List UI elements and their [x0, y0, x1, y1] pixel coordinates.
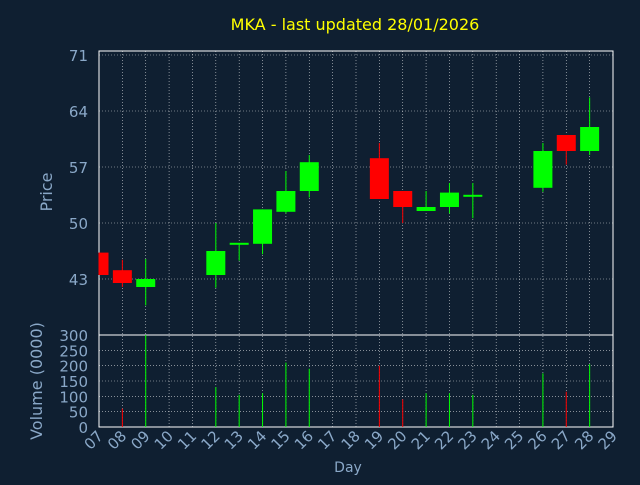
volume-tick-label: 50 — [69, 404, 88, 422]
candle-body — [112, 270, 132, 283]
x-tick-label: 16 — [291, 427, 317, 453]
x-tick-label: 26 — [525, 427, 551, 453]
x-tick-label: 25 — [501, 427, 527, 453]
candle-body — [463, 194, 483, 197]
x-tick-label: 20 — [384, 427, 410, 453]
price-tick-label: 43 — [69, 271, 88, 289]
candle-body — [229, 242, 249, 245]
candle-body — [369, 158, 389, 199]
x-tick-label: 10 — [151, 427, 177, 453]
x-tick-label: 27 — [548, 427, 574, 453]
x-tick-label: 21 — [408, 427, 434, 453]
x-tick-label: 29 — [595, 427, 621, 453]
x-tick-label: 13 — [221, 427, 247, 453]
x-axis-label: Day — [334, 460, 362, 476]
volume-tick-label: 250 — [59, 342, 88, 360]
candle-body — [416, 207, 436, 211]
candle-body — [276, 191, 296, 212]
x-tick-label: 14 — [244, 427, 270, 453]
price-tick-label: 50 — [69, 215, 88, 233]
volume-tick-label: 150 — [59, 373, 88, 391]
x-tick-label: 08 — [104, 427, 130, 453]
volume-tick-label: 0 — [78, 419, 88, 437]
volume-tick-label: 300 — [59, 327, 88, 345]
axis-ticks: 0708091011121314151617181920212223242526… — [59, 47, 620, 453]
candle-body — [206, 251, 226, 275]
price-tick-label: 57 — [69, 159, 88, 177]
price-tick-label: 64 — [69, 103, 88, 121]
x-tick-label: 18 — [338, 427, 364, 453]
price-axis-label: Price — [37, 172, 56, 211]
x-tick-label: 09 — [127, 427, 153, 453]
candle-body — [580, 127, 600, 151]
x-tick-label: 11 — [174, 427, 200, 453]
candle-body — [533, 151, 553, 188]
x-tick-label: 24 — [478, 427, 504, 453]
x-tick-label: 23 — [454, 427, 480, 453]
candle-body — [556, 135, 576, 151]
price-candles — [98, 97, 600, 306]
candle-body — [439, 192, 459, 207]
candle-body — [393, 191, 413, 207]
chart-title: MKA - last updated 28/01/2026 — [231, 15, 480, 34]
candle-body — [136, 279, 156, 287]
volume-axis-label: Volume (0000) — [27, 322, 46, 440]
volume-tick-label: 100 — [59, 388, 88, 406]
candle-body — [99, 252, 109, 275]
volume-bars — [121, 335, 591, 427]
volume-tick-label: 200 — [59, 358, 88, 376]
candle-body — [299, 162, 319, 191]
x-tick-label: 12 — [197, 427, 223, 453]
x-tick-label: 28 — [571, 427, 597, 453]
x-tick-label: 19 — [361, 427, 387, 453]
price-tick-label: 71 — [69, 47, 88, 65]
x-tick-label: 22 — [431, 427, 457, 453]
grid-lines — [98, 51, 614, 427]
x-tick-label: 15 — [268, 427, 294, 453]
candle-body — [253, 209, 273, 244]
x-tick-label: 17 — [314, 427, 340, 453]
